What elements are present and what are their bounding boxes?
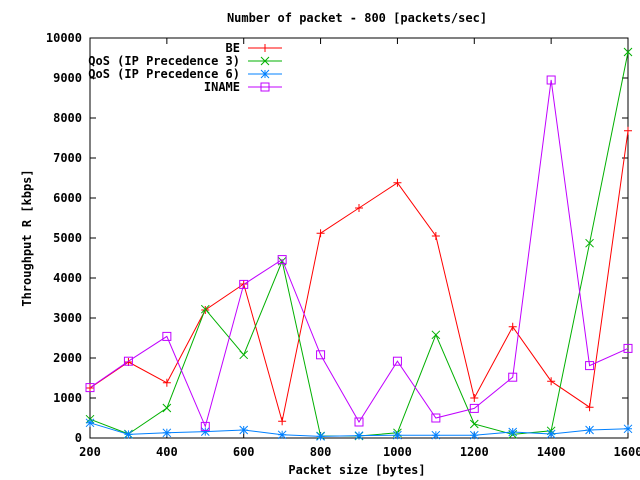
x-tick-label: 1400 [537, 445, 566, 459]
y-axis-label: Throughput R [kbps] [20, 169, 34, 306]
series-qos-ip-precedence-6 [85, 418, 633, 441]
data-point [546, 429, 556, 439]
data-point [162, 378, 171, 387]
data-point [393, 430, 402, 440]
data-point [239, 279, 249, 289]
y-tick-label: 4000 [53, 271, 82, 285]
x-tick-label: 400 [156, 445, 178, 459]
y-tick-label: 10000 [46, 31, 82, 45]
axes: 200 400 600 800 1000 1200 1400 1600 0 1000 2000 300… [46, 31, 640, 459]
y-tick-label: 6000 [53, 191, 82, 205]
data-point [431, 413, 441, 423]
legend-marker [260, 82, 270, 92]
data-point [200, 304, 210, 314]
y-tick-label: 8000 [53, 111, 82, 125]
series-line [89, 130, 629, 422]
legend-label: QoS (IP Precedence 6) [88, 67, 240, 81]
legend-marker [261, 44, 269, 52]
data-point [431, 430, 441, 440]
data-point [585, 361, 595, 371]
data-point [85, 418, 95, 428]
data-point [585, 238, 594, 248]
data-point [278, 417, 287, 426]
data-point [431, 232, 440, 240]
series-be [86, 126, 632, 426]
legend-label: QoS (IP Precedence 3) [88, 54, 240, 68]
data-point [354, 431, 364, 440]
data-point [162, 428, 172, 438]
y-tick-label: 9000 [53, 71, 82, 85]
x-tick-label: 1000 [383, 445, 412, 459]
data-point [508, 372, 518, 382]
data-point [431, 330, 441, 340]
data-point [277, 430, 287, 440]
data-point [469, 419, 479, 429]
data-point [239, 425, 249, 435]
data-point [508, 322, 517, 331]
data-point [469, 430, 479, 440]
legend-entry: INAME [204, 80, 282, 94]
data-point [316, 350, 326, 360]
x-tick-label: 1600 [614, 445, 640, 459]
data-point [623, 343, 633, 353]
data-point [392, 356, 402, 366]
data-point [469, 403, 479, 413]
y-tick-label: 3000 [53, 311, 82, 325]
data-point [124, 358, 133, 366]
data-point [86, 384, 94, 392]
y-tick-label: 1000 [53, 391, 82, 405]
legend-entry: BE [226, 41, 282, 55]
data-point [393, 178, 402, 187]
data-point [85, 383, 95, 393]
data-point [623, 47, 633, 57]
chart-title: Number of packet - 800 [packets/sec] [227, 11, 487, 25]
legend-label: INAME [204, 80, 240, 94]
legend-label: BE [226, 41, 240, 55]
x-tick-label: 1200 [460, 445, 489, 459]
legend-entry: QoS (IP Precedence 3) [88, 54, 282, 68]
x-tick-label: 200 [79, 445, 101, 459]
legend-entry: QoS (IP Precedence 6) [88, 67, 282, 81]
data-point [585, 425, 594, 435]
x-tick-label: 600 [233, 445, 255, 459]
data-point [200, 427, 210, 436]
data-point [162, 331, 172, 341]
data-point [585, 403, 594, 412]
series-layer [85, 47, 633, 441]
y-tick-label: 7000 [53, 151, 82, 165]
data-point [162, 403, 172, 413]
data-point [277, 255, 287, 265]
data-point [123, 356, 133, 366]
data-point [239, 350, 249, 360]
data-point [316, 229, 325, 238]
data-point [623, 424, 633, 434]
series-iname [85, 75, 633, 431]
legend-marker [260, 69, 270, 79]
x-tick-label: 800 [310, 445, 332, 459]
y-tick-label: 5000 [53, 231, 82, 245]
data-point [124, 430, 133, 439]
y-tick-label: 2000 [53, 351, 82, 365]
data-point [354, 417, 364, 427]
data-point [624, 126, 632, 135]
y-tick-label: 0 [75, 431, 82, 445]
legend-marker [260, 56, 270, 66]
data-point [355, 204, 363, 212]
series-line [89, 79, 629, 428]
data-point [546, 75, 556, 85]
data-point [316, 432, 325, 441]
data-point [508, 427, 518, 437]
plot-frame [89, 37, 629, 439]
data-point [200, 421, 210, 431]
data-point [470, 394, 479, 402]
x-axis-label: Packet size [bytes] [288, 463, 425, 477]
data-point [547, 377, 556, 386]
